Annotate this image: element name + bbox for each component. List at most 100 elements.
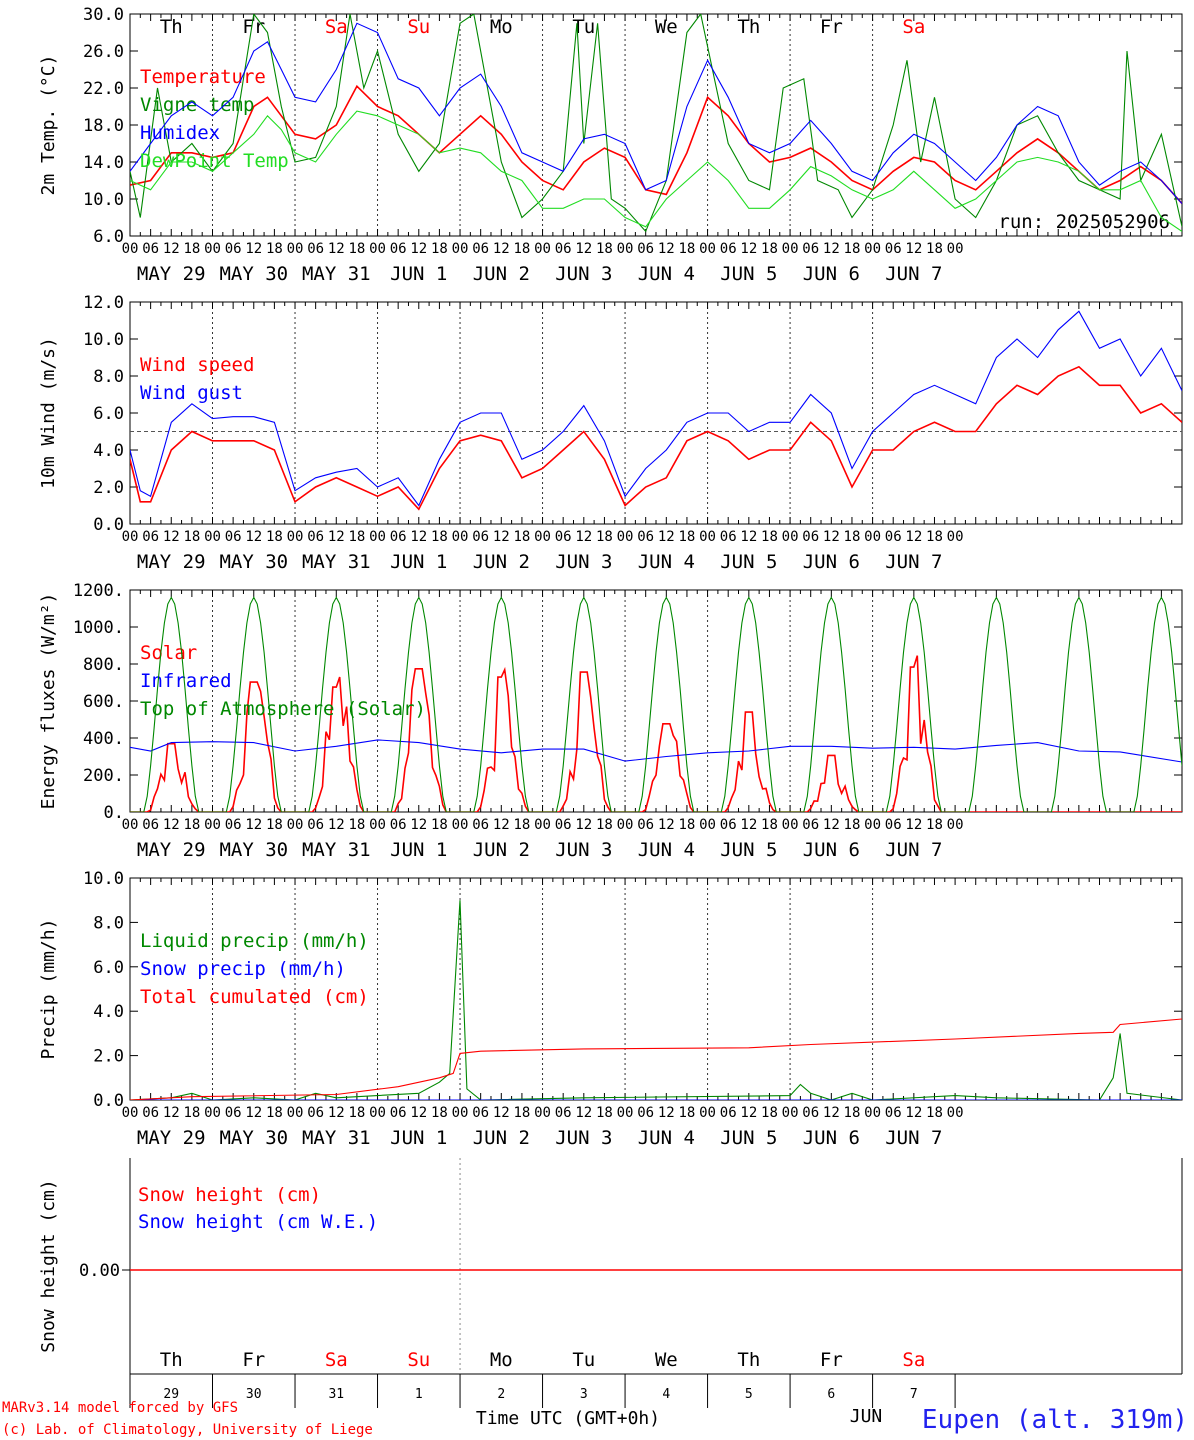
y-tick-label: 12.0 (83, 293, 124, 313)
hour-tick-label: 18 (431, 1105, 448, 1121)
hour-tick-label: 18 (761, 817, 778, 833)
hour-tick-label: 18 (679, 529, 696, 545)
y-axis-label: 10m Wind (m/s) (38, 337, 59, 489)
hour-tick-label: 18 (761, 1105, 778, 1121)
y-axis-label: Snow height (cm) (38, 1179, 59, 1352)
hour-tick-label: 18 (183, 241, 200, 257)
legend-entry: Total cumulated (cm) (140, 986, 369, 1008)
date-label: JUN 1 (390, 263, 447, 285)
date-label: MAY 31 (302, 263, 371, 285)
hour-tick-label: 06 (885, 1105, 902, 1121)
hour-tick-label: 00 (947, 529, 964, 545)
hour-tick-label: 18 (844, 529, 861, 545)
hour-tick-label: 12 (823, 817, 840, 833)
hour-tick-label: 12 (905, 241, 922, 257)
day-name: Th (160, 1349, 183, 1371)
chart-panels: 6.010.014.018.022.026.030.02m Temp. (°C)… (38, 5, 1183, 1408)
hour-tick-label: 06 (307, 529, 324, 545)
day-name: We (655, 16, 678, 38)
date-label: MAY 31 (302, 551, 371, 573)
hour-tick-label: 18 (679, 817, 696, 833)
hour-tick-label: 18 (679, 241, 696, 257)
hour-tick-label: 12 (410, 529, 427, 545)
hour-tick-label: 12 (410, 817, 427, 833)
date-label: JUN 7 (885, 551, 942, 573)
y-tick-label: 14.0 (83, 153, 124, 173)
hour-tick-label: 12 (328, 817, 345, 833)
hour-tick-label: 18 (596, 1105, 613, 1121)
run-label: run: 2025052906 (998, 211, 1170, 233)
panel-snow: 0.00 Snow height (cm) Snow height (cm) Snow… (38, 1158, 1183, 1408)
hour-tick-label: 00 (204, 1105, 221, 1121)
hour-tick-label: 18 (596, 241, 613, 257)
hour-tick-label: 18 (513, 817, 530, 833)
hour-tick-label: 06 (225, 529, 242, 545)
hour-tick-label: 06 (555, 1105, 572, 1121)
y-tick-label: 30.0 (83, 5, 124, 25)
hour-tick-label: 06 (142, 817, 159, 833)
hour-tick-label: 06 (885, 529, 902, 545)
hour-tick-label: 00 (534, 529, 551, 545)
hour-tick-label: 00 (369, 241, 386, 257)
hour-tick-label: 12 (410, 241, 427, 257)
hour-tick-label: 06 (307, 241, 324, 257)
day-number: 31 (328, 1387, 344, 1402)
date-label: JUN 5 (720, 551, 777, 573)
hour-tick-label: 00 (864, 529, 881, 545)
hour-tick-label: 00 (287, 241, 304, 257)
hour-tick-label: 00 (534, 1105, 551, 1121)
date-label: JUN 2 (473, 263, 530, 285)
y-tick-label: 6.0 (93, 404, 124, 424)
hour-tick-label: 06 (225, 241, 242, 257)
series-line-liquid-precip-mm-h- (130, 900, 1182, 1100)
hour-tick-label: 12 (658, 529, 675, 545)
legend-entry: Humidex (140, 122, 220, 144)
hour-tick-label: 00 (617, 529, 634, 545)
hour-tick-label: 12 (163, 241, 180, 257)
date-label: JUN 3 (555, 1127, 612, 1149)
hour-tick-label: 18 (183, 529, 200, 545)
legend-entry: Snow precip (mm/h) (140, 958, 346, 980)
hour-tick-label: 00 (617, 817, 634, 833)
hour-tick-label: 06 (637, 241, 654, 257)
y-tick-label: 6.0 (93, 227, 124, 247)
hour-tick-label: 12 (823, 241, 840, 257)
hour-tick-label: 18 (596, 817, 613, 833)
hour-tick-label: 06 (555, 529, 572, 545)
date-label: JUN 4 (638, 263, 695, 285)
date-label: JUN 6 (803, 1127, 860, 1149)
hour-tick-label: 06 (720, 529, 737, 545)
hour-tick-label: 12 (575, 1105, 592, 1121)
y-tick-label: 400. (83, 729, 124, 749)
hour-tick-label: 00 (369, 529, 386, 545)
hour-tick-label: 00 (369, 1105, 386, 1121)
y-tick-label: 800. (83, 655, 124, 675)
y-tick-label: 0.0 (93, 515, 124, 535)
date-label: JUN 4 (638, 839, 695, 861)
y-tick-label: 22.0 (83, 79, 124, 99)
hour-tick-label: 00 (122, 1105, 139, 1121)
hour-tick-label: 12 (658, 241, 675, 257)
y-tick-label: 200. (83, 766, 124, 786)
date-label: MAY 29 (137, 839, 206, 861)
panel-temperature: 6.0 10.0 14.0 18.0 22.0 26.0 30.0 2m Temp. (°C)… (38, 5, 1183, 285)
hour-tick-label: 00 (534, 241, 551, 257)
day-name: Sa (902, 16, 925, 38)
hour-tick-label: 18 (348, 529, 365, 545)
legend-entry: DewPoint Temp (140, 150, 289, 172)
hour-tick-label: 18 (266, 529, 283, 545)
y-tick-label: 6.0 (93, 958, 124, 978)
hour-tick-label: 18 (844, 817, 861, 833)
hour-tick-label: 06 (885, 241, 902, 257)
day-name: Mo (490, 1349, 513, 1371)
x-axis-title: Time UTC (GMT+0h) (476, 1408, 660, 1429)
hour-tick-label: 00 (534, 817, 551, 833)
hour-tick-label: 00 (782, 529, 799, 545)
day-number: 4 (662, 1387, 670, 1402)
month-label: JUN (850, 1406, 883, 1427)
day-name: Sa (325, 16, 348, 38)
hour-tick-label: 12 (740, 529, 757, 545)
date-label: JUN 7 (885, 1127, 942, 1149)
hour-tick-label: 18 (348, 1105, 365, 1121)
hour-tick-label: 12 (328, 529, 345, 545)
